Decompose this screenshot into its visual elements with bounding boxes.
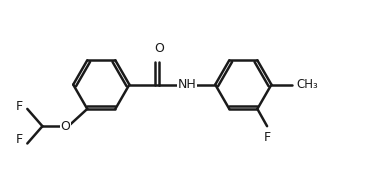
Text: CH₃: CH₃ <box>296 78 318 91</box>
Text: F: F <box>263 130 270 143</box>
Text: F: F <box>16 133 23 146</box>
Text: NH: NH <box>178 78 196 91</box>
Text: O: O <box>154 42 164 55</box>
Text: F: F <box>16 100 23 113</box>
Text: O: O <box>60 120 70 133</box>
